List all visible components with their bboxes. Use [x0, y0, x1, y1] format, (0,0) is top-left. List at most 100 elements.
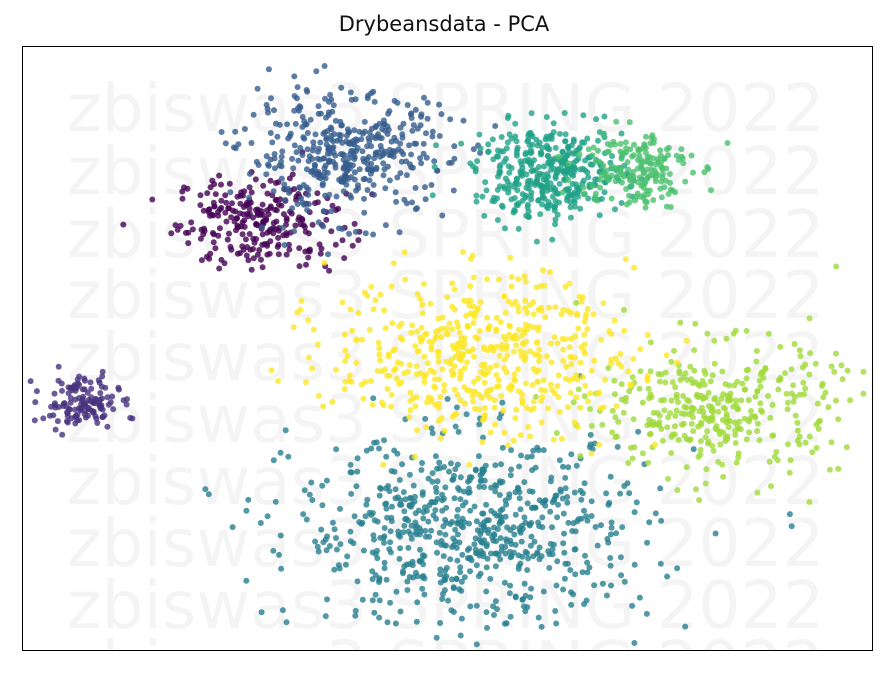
scatter-point — [628, 182, 635, 189]
scatter-point — [248, 266, 255, 273]
scatter-point — [626, 119, 633, 126]
scatter-point — [31, 417, 38, 424]
scatter-point — [51, 390, 58, 397]
scatter-point — [306, 248, 313, 255]
scatter-point — [182, 229, 189, 236]
scatter-point — [499, 444, 506, 451]
scatter-point — [485, 517, 492, 524]
scatter-point — [481, 212, 488, 219]
scatter-point — [99, 406, 106, 413]
scatter-point — [225, 205, 232, 212]
scatter-point — [516, 495, 523, 502]
scatter-point — [483, 501, 490, 508]
scatter-point — [523, 149, 530, 156]
scatter-point — [384, 514, 391, 521]
scatter-point — [356, 128, 363, 135]
scatter-point — [64, 419, 71, 426]
scatter-point — [516, 525, 523, 532]
scatter-point — [353, 483, 360, 490]
scatter-point — [552, 608, 559, 614]
scatter-point — [107, 399, 114, 406]
scatter-point — [538, 623, 545, 630]
scatter-point — [540, 588, 547, 595]
scatter-point — [207, 212, 213, 219]
scatter-point — [399, 461, 406, 468]
scatter-point — [431, 158, 438, 165]
scatter-point — [473, 192, 480, 199]
scatter-point — [319, 482, 326, 489]
scatter-point — [473, 641, 480, 648]
scatter-point — [643, 133, 649, 140]
scatter-point — [579, 490, 586, 497]
scatter-point — [565, 143, 572, 150]
scatter-point — [396, 477, 403, 483]
scatter-point — [581, 507, 587, 514]
scatter-point — [395, 532, 402, 538]
scatter-point — [361, 195, 367, 202]
scatter-point — [301, 224, 308, 230]
scatter-point — [658, 517, 665, 524]
scatter-point — [587, 431, 594, 438]
scatter-point — [468, 557, 475, 564]
scatter-point — [570, 520, 577, 527]
scatter-point — [455, 428, 462, 435]
scatter-point — [441, 464, 448, 470]
scatter-point — [291, 93, 298, 99]
scatter-point — [254, 85, 261, 92]
scatter-point — [473, 198, 480, 205]
scatter-point — [528, 162, 535, 169]
scatter-point — [623, 149, 630, 156]
scatter-point — [274, 243, 281, 250]
scatter-point — [786, 511, 793, 518]
scatter-point — [561, 575, 568, 582]
scatter-point — [508, 447, 515, 454]
scatter-point — [283, 217, 290, 224]
scatter-point — [648, 160, 655, 167]
scatter-point — [603, 592, 610, 599]
scatter-point — [246, 170, 253, 177]
scatter-point — [412, 519, 419, 526]
scatter-point — [339, 237, 346, 244]
scatter-point — [265, 109, 271, 116]
scatter-point — [536, 497, 543, 504]
scatter-point — [248, 189, 255, 196]
scatter-point — [326, 543, 333, 549]
scatter-point — [585, 174, 592, 181]
scatter-point — [202, 486, 209, 493]
scatter-point — [239, 243, 246, 250]
scatter-point — [361, 158, 367, 165]
scatter-point — [423, 154, 430, 161]
scatter-point — [67, 395, 74, 401]
scatter-point — [539, 144, 546, 151]
scatter-point — [345, 129, 352, 136]
scatter-point — [63, 403, 70, 410]
scatter-point — [421, 94, 427, 101]
scatter-point — [354, 145, 361, 151]
scatter-point — [549, 524, 555, 531]
scatter-point — [438, 111, 445, 118]
scatter-point — [416, 531, 423, 538]
scatter-point — [528, 110, 535, 117]
scatter-point — [501, 579, 508, 586]
scatter-point — [531, 157, 537, 164]
scatter-point — [174, 226, 181, 233]
scatter-point — [408, 110, 415, 117]
scatter-point — [74, 376, 81, 383]
scatter-point — [528, 519, 535, 526]
scatter-point — [512, 489, 519, 496]
scatter-point — [561, 530, 567, 537]
scatter-point — [643, 149, 649, 156]
scatter-point — [552, 216, 559, 223]
scatter-point — [404, 578, 411, 585]
scatter-point — [535, 197, 542, 204]
scatter-point — [382, 222, 389, 229]
scatter-point — [472, 546, 479, 553]
scatter-point — [457, 496, 464, 503]
scatter-point — [337, 541, 344, 548]
scatter-point — [246, 231, 253, 237]
scatter-point — [490, 603, 497, 610]
scatter-point — [109, 393, 116, 400]
scatter-point — [582, 157, 589, 164]
scatter-point — [371, 439, 378, 446]
scatter-point — [267, 203, 274, 210]
